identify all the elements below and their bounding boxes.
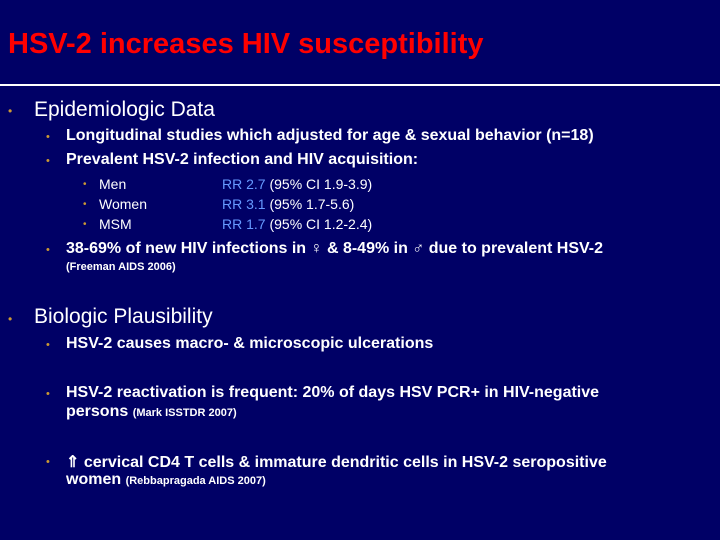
bio-item-ulcerations: HSV-2 causes macro- & microscopic ulcera… [66,335,434,352]
rr-value: RR 3.1 [222,196,266,212]
ci-value: (95% CI 1.2-2.4) [269,216,373,232]
rr-value: RR 1.7 [222,216,266,232]
epi-attributable-ref: (Freeman AIDS 2006) [66,261,176,273]
bullet-icon: • [46,339,50,351]
epi-heading: Epidemiologic Data [34,98,215,121]
group-rr-msm: RR 1.7 (95% CI 1.2-2.4) [222,216,372,232]
bullet-icon: • [8,104,13,118]
reactivation-persons: persons [66,403,129,420]
ci-value: (95% 1.7-5.6) [269,196,355,212]
ci-value: (95% CI 1.9-3.9) [269,176,373,192]
cd4-ref: (Rebbapragada AIDS 2007) [125,475,266,487]
bullet-icon: • [83,219,87,230]
bullet-icon: • [46,155,50,167]
group-rr-women: RR 3.1 (95% 1.7-5.6) [222,196,354,212]
bullet-icon: • [46,388,50,400]
title-divider [0,84,720,86]
cd4-women: women [66,471,122,488]
bullet-icon: • [46,131,50,143]
bullet-icon: • [8,312,13,326]
cd4-text: cervical CD4 T cells & immature dendriti… [83,454,607,471]
epi-item-attributable: 38-69% of new HIV infections in ♀ & 8-49… [66,240,604,257]
group-name-msm: MSM [99,216,132,232]
bio-item-cd4: ⇑ cervical CD4 T cells & immature dendri… [66,452,607,472]
bullet-icon: • [46,456,50,468]
slide-title: HSV-2 increases HIV susceptibility [8,28,484,60]
bullet-icon: • [46,244,50,256]
bio-item-reactivation-cont: persons (Mark ISSTDR 2007) [66,403,237,421]
bio-item-reactivation: HSV-2 reactivation is frequent: 20% of d… [66,384,600,401]
group-name-men: Men [99,176,127,192]
group-name-women: Women [99,196,147,212]
group-rr-men: RR 2.7 (95% CI 1.9-3.9) [222,176,372,192]
reactivation-ref: (Mark ISSTDR 2007) [132,407,237,419]
bio-item-cd4-cont: women (Rebbapragada AIDS 2007) [66,471,266,489]
epi-item-prevalent: Prevalent HSV-2 infection and HIV acquis… [66,151,419,168]
rr-value: RR 2.7 [222,176,266,192]
bullet-icon: • [83,199,87,210]
bullet-icon: • [83,179,87,190]
up-arrow-icon: ⇑ [66,454,80,471]
epi-item-longitudinal: Longitudinal studies which adjusted for … [66,127,594,144]
bio-heading: Biologic Plausibility [34,305,213,328]
